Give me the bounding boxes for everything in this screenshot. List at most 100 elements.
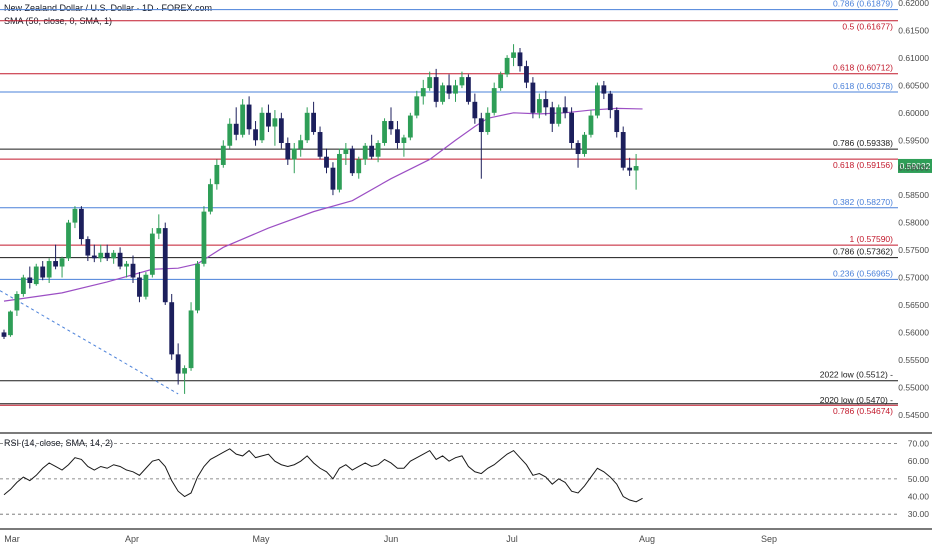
candle-body [149, 233, 155, 275]
level-label-10: 2022 low (0.5512) - [820, 370, 893, 380]
candle-body [349, 148, 355, 174]
candle-body [291, 148, 297, 160]
candle [504, 55, 510, 78]
candle-body [220, 145, 226, 165]
candle-body [356, 159, 362, 174]
candle [356, 156, 362, 179]
price-tick-label: 0.61000 [898, 53, 929, 63]
candle-body [79, 208, 84, 240]
time-tick-label: Apr [125, 534, 139, 544]
rsi-indicator-label: RSI (14, close, SMA, 14, 2) [4, 438, 114, 448]
candle-body [156, 228, 162, 234]
price-tick-label: 0.59500 [898, 135, 929, 145]
trendline [0, 290, 179, 395]
candle-body [401, 137, 407, 143]
candle [311, 101, 316, 135]
candle-body [324, 156, 329, 168]
candle-body [582, 134, 587, 154]
candle-body [536, 99, 542, 113]
candle-body [633, 166, 639, 171]
candle [137, 272, 142, 303]
candle-body [304, 112, 310, 141]
candle-body [182, 368, 187, 374]
candle-body [472, 101, 478, 119]
candle-body [420, 88, 426, 97]
candle-body [388, 121, 394, 130]
candle [304, 107, 310, 143]
candle-body [227, 123, 233, 146]
candle [259, 107, 265, 143]
candle-body [543, 99, 549, 108]
candle [156, 214, 162, 240]
candle-body [85, 239, 91, 256]
candle-body [369, 145, 375, 157]
candle [117, 247, 123, 270]
candle [253, 121, 258, 146]
candle-body [117, 252, 123, 267]
candle-body [66, 222, 71, 259]
price-tick-label: 0.61500 [898, 25, 929, 35]
price-tick-label: 0.57500 [898, 245, 929, 255]
price-tick-label: 0.55000 [898, 382, 929, 392]
candle [91, 244, 97, 263]
candle [607, 90, 613, 119]
candle-body [266, 112, 271, 127]
candle-body [466, 77, 471, 102]
candle-body [524, 66, 529, 83]
last-price-label: 0.59032 [900, 161, 931, 171]
candle [575, 140, 581, 168]
candle [601, 80, 607, 100]
level-label-2: 0.618 (0.60712) [833, 63, 893, 73]
candle [298, 134, 304, 157]
candle-body [46, 261, 52, 278]
level-label-9: 0.236 (0.56965) [833, 268, 893, 278]
candle [227, 118, 233, 149]
candle [291, 143, 297, 174]
candle-body [40, 266, 46, 278]
candle-body [169, 302, 175, 355]
candle-body [278, 118, 284, 143]
candle [349, 145, 355, 176]
level-label-8: 0.786 (0.57362) [833, 247, 893, 257]
candle-body [14, 293, 20, 311]
candle-body [395, 129, 400, 143]
candle [466, 74, 471, 105]
price-tick-label: 0.56500 [898, 300, 929, 310]
price-tick-label: 0.59000 [898, 163, 929, 173]
candle-body [440, 85, 445, 102]
candle [433, 68, 439, 108]
candle [143, 272, 149, 300]
candle-body [143, 274, 149, 297]
candle [549, 101, 555, 133]
candle [414, 90, 420, 119]
price-tick-label: 0.58500 [898, 190, 929, 200]
candle [111, 250, 117, 264]
candle-body [195, 263, 200, 311]
candle-body [259, 112, 265, 141]
candle-body [498, 74, 504, 89]
candle [233, 107, 239, 141]
candle-body [478, 118, 484, 133]
candle-body [72, 208, 78, 223]
candle-body [111, 252, 117, 259]
rsi-tick-label: 70.00 [908, 439, 930, 449]
candle-body [595, 85, 600, 116]
price-tick-label: 0.57000 [898, 273, 929, 283]
candle [324, 148, 329, 174]
sma-line [3, 107, 643, 302]
rsi-tick-label: 60.00 [908, 456, 930, 466]
candle [446, 74, 452, 100]
candle-body [240, 104, 246, 135]
candle [337, 148, 342, 193]
candle [266, 104, 271, 133]
level-label-0: 0.786 (0.61879) [833, 0, 893, 9]
candle-body [53, 261, 58, 267]
candle [240, 99, 246, 138]
candle-body [375, 143, 381, 157]
candle-body [530, 82, 536, 113]
candle [395, 121, 400, 149]
candle [79, 206, 84, 245]
candle [556, 104, 562, 127]
candle-body [414, 96, 420, 116]
